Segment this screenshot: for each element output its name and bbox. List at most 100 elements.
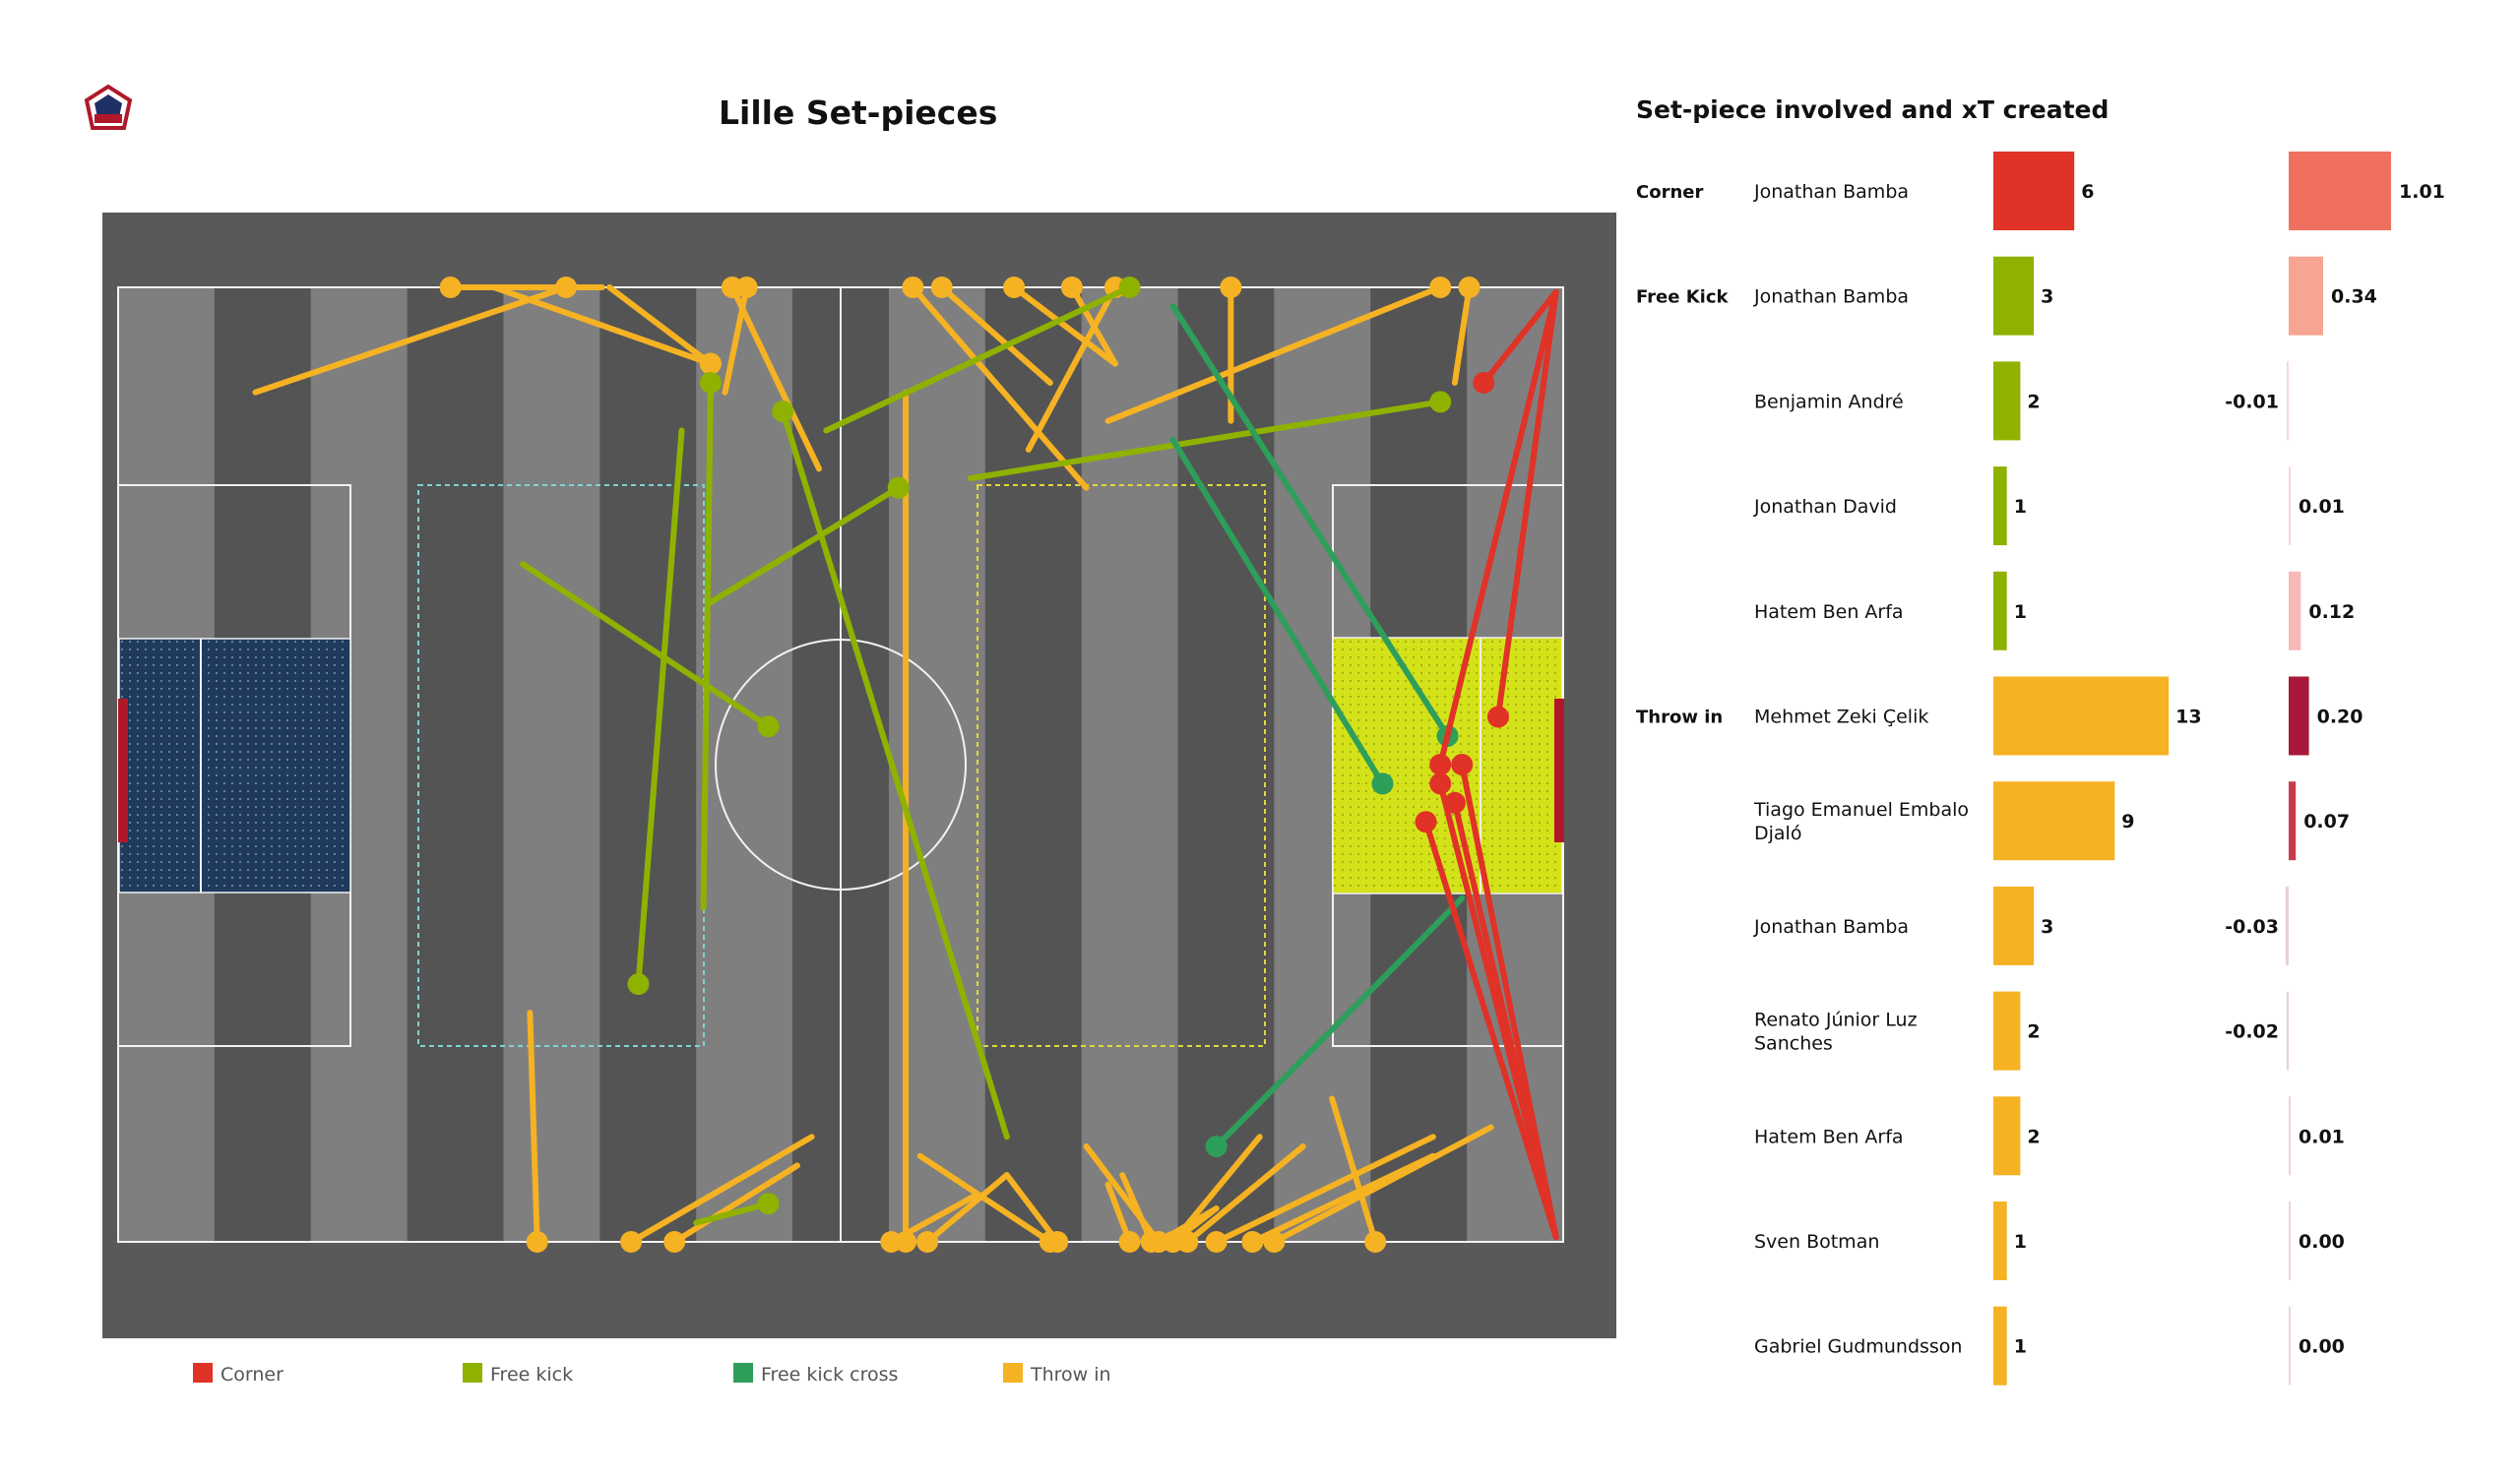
throw-in-pass-end	[1429, 277, 1452, 298]
xt-label: 0.20	[2317, 707, 2363, 728]
count-label: 6	[2081, 181, 2094, 203]
count-bar	[1993, 152, 2075, 230]
xt-bar	[2289, 466, 2291, 546]
free-kick-pass-end	[757, 1193, 780, 1215]
throw-in-pass-line	[1329, 1095, 1379, 1245]
corner-pass-line	[1437, 288, 1559, 768]
throw-in-pass-line	[252, 284, 570, 396]
count-bar	[1993, 1306, 2007, 1386]
throw-in-pass-line	[1119, 1172, 1155, 1245]
xt-label: 0.00	[2299, 1231, 2345, 1253]
player-name: Hatem Ben Arfa	[1754, 1126, 1904, 1147]
xt-label: 1.01	[2399, 181, 2445, 203]
free-kick-pass-line	[520, 561, 772, 730]
corner-pass-line	[1494, 288, 1559, 720]
count-bar	[1993, 361, 2021, 441]
count-bar	[1993, 466, 2007, 546]
pitch-stripe	[1177, 287, 1275, 1242]
throw-in-pass-end	[1205, 1231, 1228, 1253]
throw-in-pass-end	[1458, 277, 1480, 298]
xt-label: 0.34	[2331, 286, 2377, 308]
xt-bar	[2285, 886, 2289, 965]
legend-swatch-free-kick	[463, 1363, 482, 1383]
throw-in-pass-line	[1025, 284, 1118, 453]
count-label: 13	[2175, 707, 2201, 728]
free-kick-pass-end	[1118, 277, 1141, 298]
count-label: 3	[2041, 916, 2053, 938]
player-name: Benjamin André	[1754, 391, 1904, 412]
dashed-zone-left	[417, 484, 705, 1047]
free-kick-pass-end	[699, 372, 722, 394]
throw-in-pass-line	[888, 1191, 981, 1245]
pitch-stripe	[407, 287, 504, 1242]
player-name: Hatem Ben Arfa	[1754, 601, 1904, 623]
lille-club-crest-icon	[83, 84, 134, 136]
throw-in-pass-end	[1176, 1231, 1199, 1253]
count-label: 2	[2027, 1021, 2040, 1043]
xt-bar	[2286, 991, 2289, 1071]
free-kick-cross-pass-end	[1205, 1136, 1228, 1157]
legend: Corner Free kick Free kick cross Throw in	[193, 1363, 1111, 1386]
player-name: Jonathan Bamba	[1753, 286, 1909, 308]
throw-in-pass-line	[1271, 1124, 1494, 1245]
free-kick-pass-end	[772, 401, 794, 423]
corner-pass-line	[1480, 288, 1559, 386]
throw-in-pass-end	[620, 1231, 643, 1253]
legend-label-corner: Corner	[220, 1364, 284, 1386]
throw-in-pass-line	[938, 284, 1053, 386]
count-bar	[1993, 886, 2035, 965]
player-name: Sven Botman	[1754, 1231, 1879, 1253]
free-kick-cross-pass-end	[1371, 772, 1394, 795]
count-label: 2	[2027, 391, 2040, 412]
bar-chart-title: Set-piece involved and xT created	[1636, 95, 2110, 124]
throw-in-pass-end	[663, 1231, 686, 1253]
free-kick-pass-end	[757, 715, 780, 738]
throw-in-pass-line	[1451, 284, 1473, 386]
xt-bar	[2289, 1306, 2291, 1386]
player-name: Mehmet Zeki Çelik	[1754, 707, 1928, 728]
throw-in-pass-line	[490, 284, 714, 367]
pass-map	[252, 277, 1559, 1253]
count-bar	[1993, 256, 2035, 336]
xt-bar	[2287, 361, 2289, 441]
throw-in-pass-end	[880, 1231, 903, 1253]
xt-label: 0.12	[2308, 601, 2355, 623]
xt-bar	[2289, 676, 2309, 756]
count-label: 1	[2014, 601, 2027, 623]
free-kick-pass-line	[780, 408, 1010, 1141]
legend-swatch-throw-in	[1003, 1363, 1023, 1383]
throw-in-pass-end	[1039, 1231, 1061, 1253]
player-name: Gabriel Gudmundsson	[1754, 1336, 1962, 1358]
legend-label-throw-in: Throw in	[1030, 1364, 1111, 1386]
corner-pass-end	[1473, 372, 1495, 394]
free-kick-cross-pass-line	[1169, 437, 1386, 787]
throw-in-pass-end	[439, 277, 462, 298]
corner-pass-end	[1415, 811, 1437, 833]
legend-swatch-corner	[193, 1363, 213, 1383]
group-label-throw-in: Throw in	[1636, 708, 1723, 728]
corner-pass-end	[1429, 754, 1452, 775]
legend-label-free-kick-cross: Free kick cross	[761, 1364, 898, 1386]
count-bar	[1993, 781, 2115, 861]
xt-bar	[2289, 152, 2392, 230]
throw-in-pass-end	[1060, 277, 1083, 298]
player-name: Renato Júnior Luz	[1754, 1010, 1918, 1031]
free-kick-pass-end	[887, 476, 910, 499]
corner-pass-line	[1437, 780, 1559, 1241]
throw-in-pass-line	[1184, 1143, 1306, 1245]
throw-in-pass-end	[1263, 1231, 1286, 1253]
corner-pass-end	[1451, 754, 1474, 775]
throw-in-pass-end	[1241, 1231, 1264, 1253]
xt-label: -0.01	[2225, 391, 2279, 412]
free-kick-pass-end	[627, 973, 650, 996]
xt-label: -0.03	[2225, 916, 2279, 938]
page-title: Lille Set-pieces	[719, 93, 998, 132]
pitch-stripe	[503, 287, 600, 1242]
right-goal	[1554, 699, 1564, 842]
throw-in-pass-end	[1118, 1231, 1141, 1253]
throw-in-pass-line	[924, 1172, 1010, 1245]
pitch-stripe	[984, 287, 1083, 1242]
throw-in-pass-end	[526, 1231, 548, 1253]
count-label: 9	[2121, 811, 2134, 832]
count-bar	[1993, 1202, 2007, 1280]
